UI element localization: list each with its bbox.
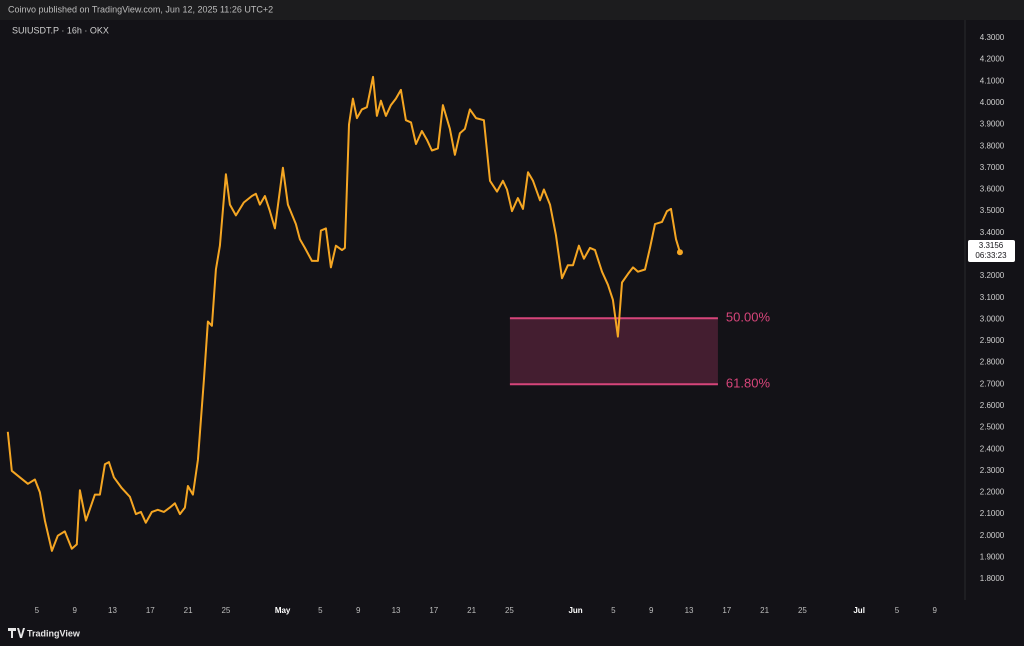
y-tick-label: 2.2000 — [980, 488, 1005, 497]
x-tick-label: 25 — [798, 606, 807, 615]
x-tick-label: 5 — [611, 606, 616, 615]
y-tick-label: 2.6000 — [980, 401, 1005, 410]
x-tick-label: 17 — [146, 606, 155, 615]
y-tick-label: 4.3000 — [980, 33, 1005, 42]
x-tick-label: 5 — [318, 606, 323, 615]
fib-label: 50.00% — [726, 310, 771, 325]
price-line — [6, 75, 681, 552]
y-tick-label: 4.2000 — [980, 55, 1005, 64]
y-tick-label: 2.1000 — [980, 509, 1005, 518]
y-tick-label: 2.0000 — [980, 531, 1005, 540]
y-tick-label: 3.8000 — [980, 141, 1005, 150]
chart-title: SUIUSDT.P · 16h · OKX — [12, 25, 109, 35]
x-tick-label: 9 — [72, 606, 77, 615]
x-tick-label: 25 — [505, 606, 514, 615]
x-tick-label: 5 — [35, 606, 40, 615]
x-tick-label: 9 — [356, 606, 361, 615]
y-tick-label: 2.3000 — [980, 466, 1005, 475]
x-tick-label: 17 — [722, 606, 731, 615]
x-tick-label: 13 — [685, 606, 694, 615]
y-tick-label: 4.1000 — [980, 76, 1005, 85]
x-tick-label: 21 — [467, 606, 476, 615]
x-tick-label: 13 — [392, 606, 401, 615]
y-tick-label: 4.0000 — [980, 98, 1005, 107]
y-tick-label: 3.7000 — [980, 163, 1005, 172]
y-tick-label: 3.6000 — [980, 185, 1005, 194]
y-tick-label: 2.8000 — [980, 358, 1005, 367]
y-tick-label: 3.1000 — [980, 293, 1005, 302]
y-tick-label: 3.9000 — [980, 120, 1005, 129]
x-tick-label: 5 — [895, 606, 900, 615]
price-tag-value: 3.3156 — [979, 241, 1004, 250]
x-tick-label: 17 — [429, 606, 438, 615]
x-tick-label: Jul — [853, 606, 865, 615]
y-tick-label: 3.4000 — [980, 228, 1005, 237]
footer-brand: TradingView — [27, 628, 81, 638]
y-tick-label: 3.0000 — [980, 314, 1005, 323]
y-tick-label: 3.2000 — [980, 271, 1005, 280]
y-tick-label: 2.4000 — [980, 444, 1005, 453]
header-bar — [0, 0, 1024, 20]
x-tick-label: Jun — [568, 606, 582, 615]
price-tag-countdown: 06:33:23 — [975, 251, 1007, 260]
x-tick-label: 9 — [649, 606, 654, 615]
x-tick-label: 21 — [184, 606, 193, 615]
header: Coinvo published on TradingView.com, Jun… — [8, 4, 273, 14]
y-tick-label: 2.7000 — [980, 379, 1005, 388]
last-point — [676, 249, 683, 256]
y-tick-label: 2.9000 — [980, 336, 1005, 345]
y-tick-label: 1.8000 — [980, 574, 1005, 583]
x-tick-label: 13 — [108, 606, 117, 615]
logo — [8, 628, 25, 638]
fib-zone — [509, 318, 718, 385]
y-tick-label: 3.5000 — [980, 206, 1005, 215]
price-tag — [968, 240, 1015, 263]
fib-label: 61.80% — [726, 376, 771, 391]
x-tick-label: May — [275, 606, 291, 615]
y-tick-label: 2.5000 — [980, 423, 1005, 432]
y-tick-label: 1.9000 — [980, 552, 1005, 561]
x-tick-label: 9 — [933, 606, 938, 615]
footer-bar — [0, 620, 1024, 646]
x-tick-label: 21 — [760, 606, 769, 615]
x-tick-label: 25 — [221, 606, 230, 615]
